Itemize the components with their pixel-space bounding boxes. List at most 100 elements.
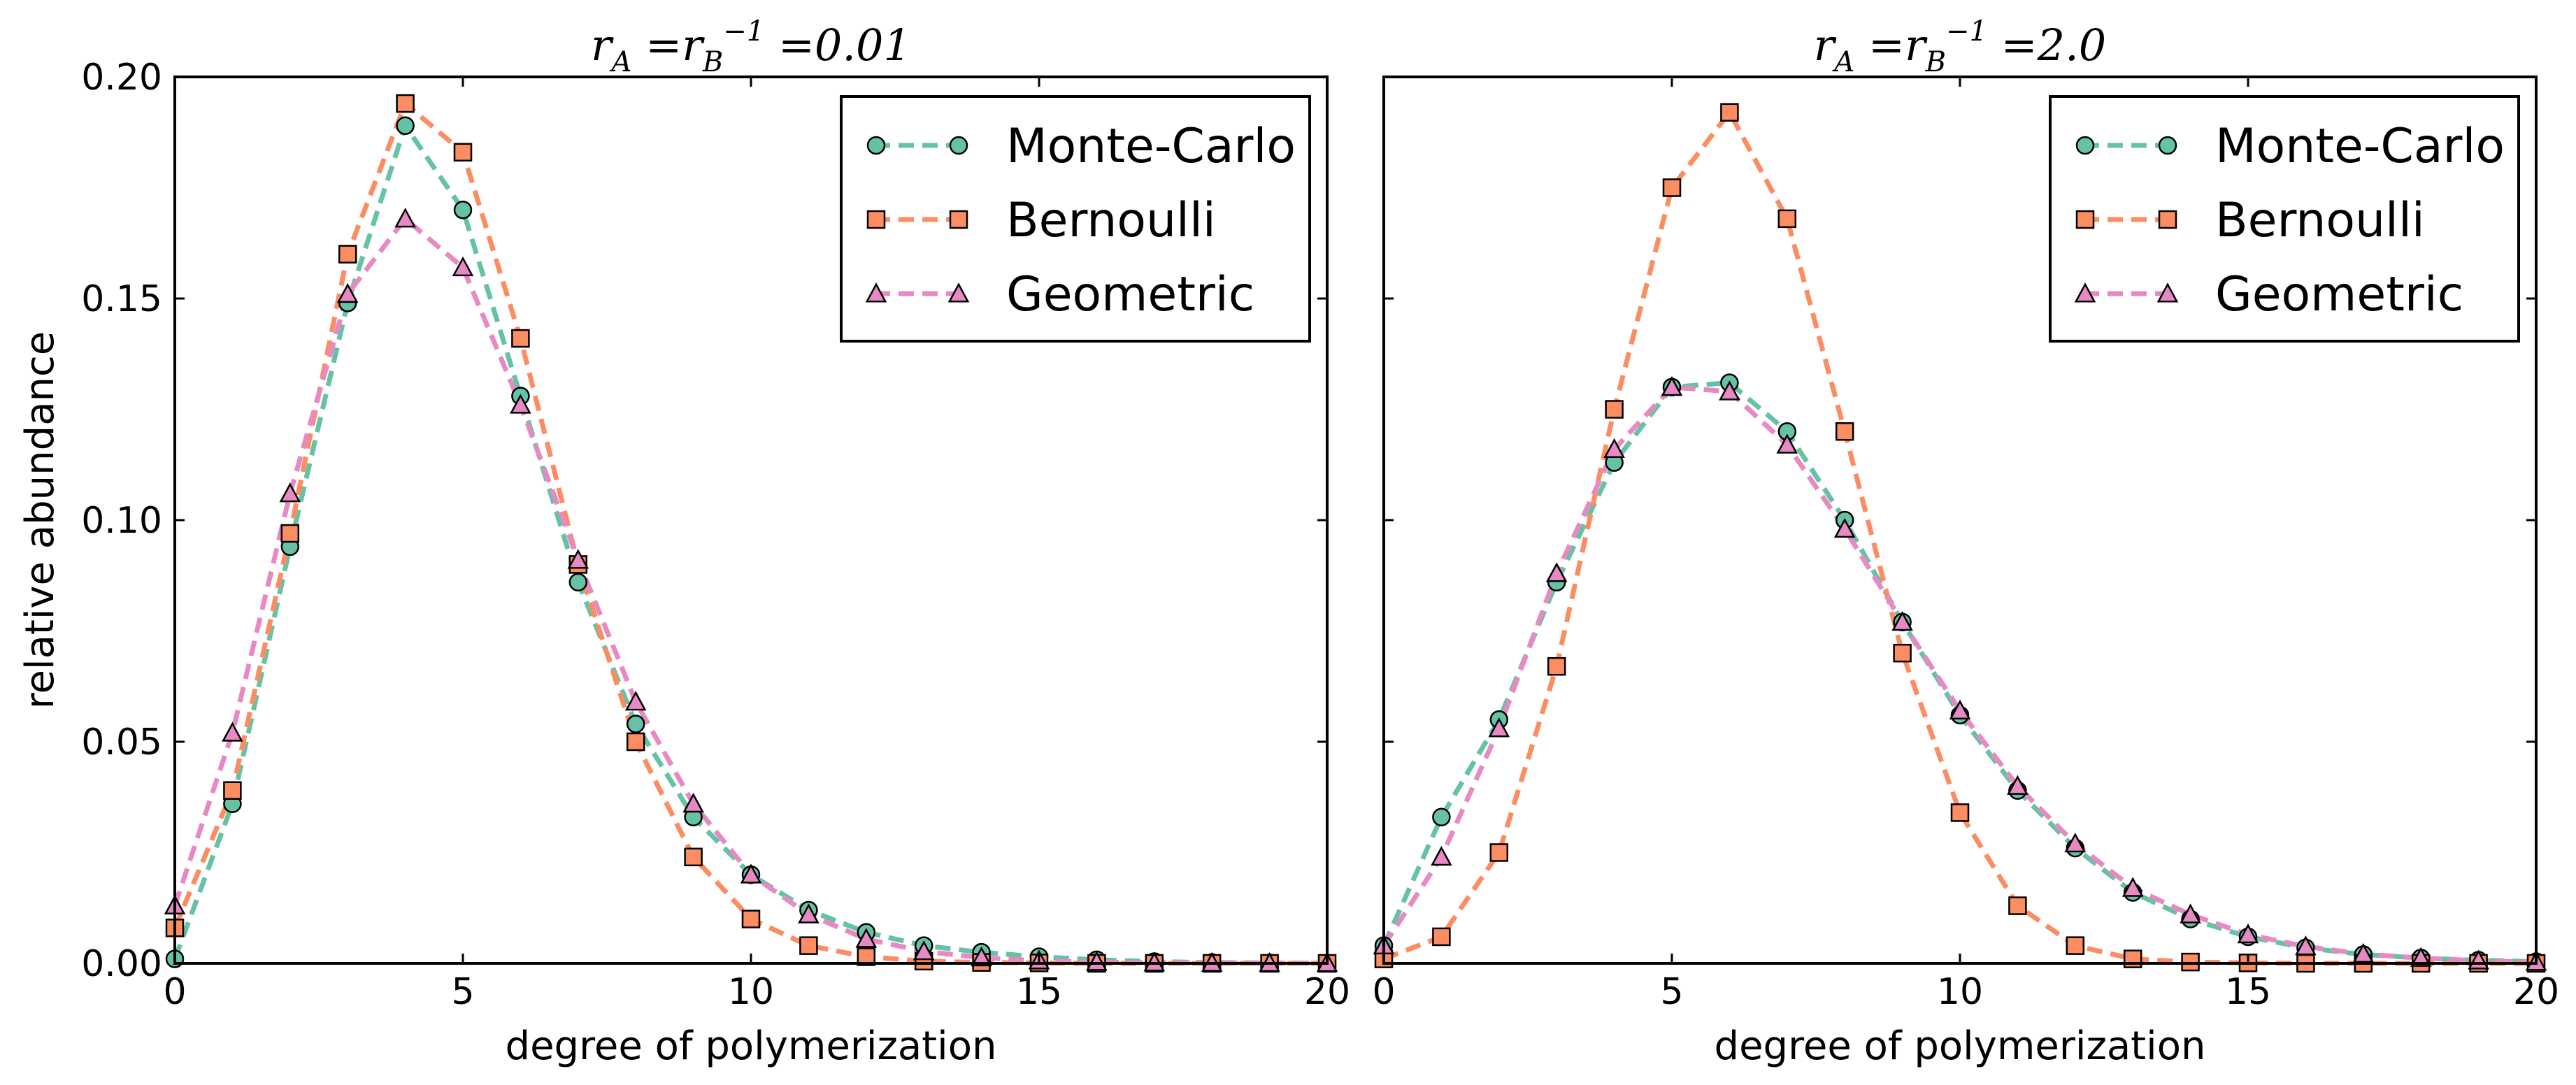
title-part: =	[632, 20, 682, 71]
data-point-geometric	[913, 940, 935, 961]
x-axis-label: degree of polymerization	[506, 1023, 997, 1069]
data-point-bernoulli	[280, 524, 300, 543]
legend: Monte-Carlo Bernoulli Geometric	[840, 95, 1311, 343]
data-point-geometric	[394, 208, 416, 228]
title-part: =0.01	[764, 20, 911, 71]
panel-title: rA =rB−1 =0.01	[591, 15, 911, 78]
data-point-geometric	[624, 691, 647, 711]
data-point-monte-carlo	[396, 116, 415, 135]
y-tick-label: 0.15	[81, 278, 162, 320]
chart-panel-1: 0 5 10 15 20 0.00 0.05 0.10 0.15 0.20 degree of po…	[17, 15, 1350, 1069]
data-point-geometric	[1431, 846, 1452, 866]
title-part: r	[1814, 20, 1837, 71]
data-point-geometric	[1949, 699, 1971, 720]
y-tick-label: 0.00	[81, 943, 162, 985]
data-point-bernoulli	[1893, 643, 1912, 663]
legend-marker-monte-carlo	[2158, 136, 2177, 155]
data-point-bernoulli	[511, 329, 530, 348]
data-point-geometric	[336, 282, 359, 303]
data-point-geometric	[567, 549, 589, 569]
data-point-geometric	[855, 928, 878, 948]
legend-box	[840, 95, 1311, 343]
legend-label: Monte-Carlo	[1006, 119, 1296, 174]
data-point-bernoulli	[1777, 209, 1797, 229]
legend-marker-geometric	[865, 282, 887, 303]
data-point-geometric	[2352, 942, 2375, 963]
data-point-monte-carlo	[568, 573, 588, 592]
x-axis-label: degree of polymerization	[1715, 1023, 2206, 1069]
x-tick-label: 15	[2225, 971, 2271, 1013]
legend-label: Bernoulli	[1006, 193, 1216, 248]
data-point-bernoulli	[799, 936, 818, 955]
title-part: r	[591, 20, 614, 71]
title-part: A	[1831, 46, 1854, 78]
data-point-geometric	[1661, 375, 1683, 396]
legend: Monte-Carlo Bernoulli Geometric	[2049, 95, 2520, 343]
data-point-bernoulli	[2066, 936, 2085, 955]
y-tick-label: 0.05	[81, 721, 162, 763]
y-axis-label: relative abundance	[17, 331, 63, 709]
x-tick-label: 0	[1372, 971, 1395, 1013]
data-point-geometric	[2121, 877, 2144, 897]
data-point-geometric	[1833, 517, 1856, 538]
data-point-bernoulli	[396, 94, 415, 113]
legend-marker-bernoulli	[866, 210, 886, 229]
x-tick-label: 20	[1304, 971, 1350, 1013]
data-point-bernoulli	[741, 910, 761, 928]
data-point-bernoulli	[1835, 422, 1854, 441]
legend-label: Monte-Carlo	[2215, 119, 2505, 174]
data-point-bernoulli	[1950, 803, 1970, 822]
data-point-geometric	[1545, 562, 1568, 582]
data-point-bernoulli	[684, 847, 703, 867]
data-point-bernoulli	[1662, 178, 1682, 197]
legend-marker-monte-carlo	[949, 136, 968, 155]
legend-marker-bernoulli	[949, 210, 968, 229]
data-point-geometric	[1086, 951, 1108, 971]
data-point-geometric	[1719, 380, 1740, 401]
data-point-bernoulli	[338, 245, 357, 264]
data-point-geometric	[510, 394, 531, 414]
legend-marker-monte-carlo	[866, 136, 886, 155]
title-part: r	[682, 20, 705, 71]
x-tick-label: 10	[728, 971, 774, 1013]
data-point-bernoulli	[223, 781, 242, 800]
data-point-bernoulli	[2008, 896, 2027, 915]
title-part: r	[1905, 20, 1928, 71]
data-point-geometric	[2295, 935, 2317, 956]
data-point-geometric	[740, 863, 762, 884]
legend-box	[2049, 95, 2520, 343]
title-part: A	[609, 46, 632, 78]
legend-marker-bernoulli	[2158, 210, 2177, 229]
x-tick-label: 5	[1660, 971, 1683, 1013]
data-point-geometric	[2237, 923, 2259, 944]
data-point-bernoulli	[1489, 843, 1509, 862]
legend-label: Geometric	[1006, 267, 1254, 322]
panel-title: rA =rB−1 =2.0	[1814, 15, 2106, 78]
data-point-bernoulli	[1432, 927, 1451, 947]
data-point-bernoulli	[453, 143, 473, 162]
data-point-geometric	[279, 482, 301, 503]
title-part: =2.0	[1987, 20, 2106, 71]
data-point-geometric	[971, 946, 992, 967]
data-point-bernoulli	[1605, 400, 1624, 419]
data-point-geometric	[2410, 947, 2432, 967]
data-point-bernoulli	[2123, 949, 2142, 968]
data-point-geometric	[682, 792, 704, 813]
legend-marker-geometric	[2074, 282, 2096, 303]
x-tick-label: 0	[163, 971, 186, 1013]
data-point-bernoulli	[1720, 103, 1739, 122]
data-point-monte-carlo	[453, 200, 473, 220]
title-part: B	[1925, 46, 1946, 78]
title-part: =	[1854, 20, 1905, 71]
title-part: −1	[1946, 15, 1987, 48]
legend-marker-monte-carlo	[2075, 136, 2095, 155]
y-tick-label: 0.20	[81, 57, 162, 99]
data-point-geometric	[1488, 717, 1510, 738]
data-point-bernoulli	[1547, 656, 1566, 676]
title-part: −1	[723, 15, 764, 48]
legend-label: Geometric	[2215, 267, 2463, 322]
x-tick-label: 5	[451, 971, 474, 1013]
legend-marker-geometric	[2156, 282, 2179, 303]
